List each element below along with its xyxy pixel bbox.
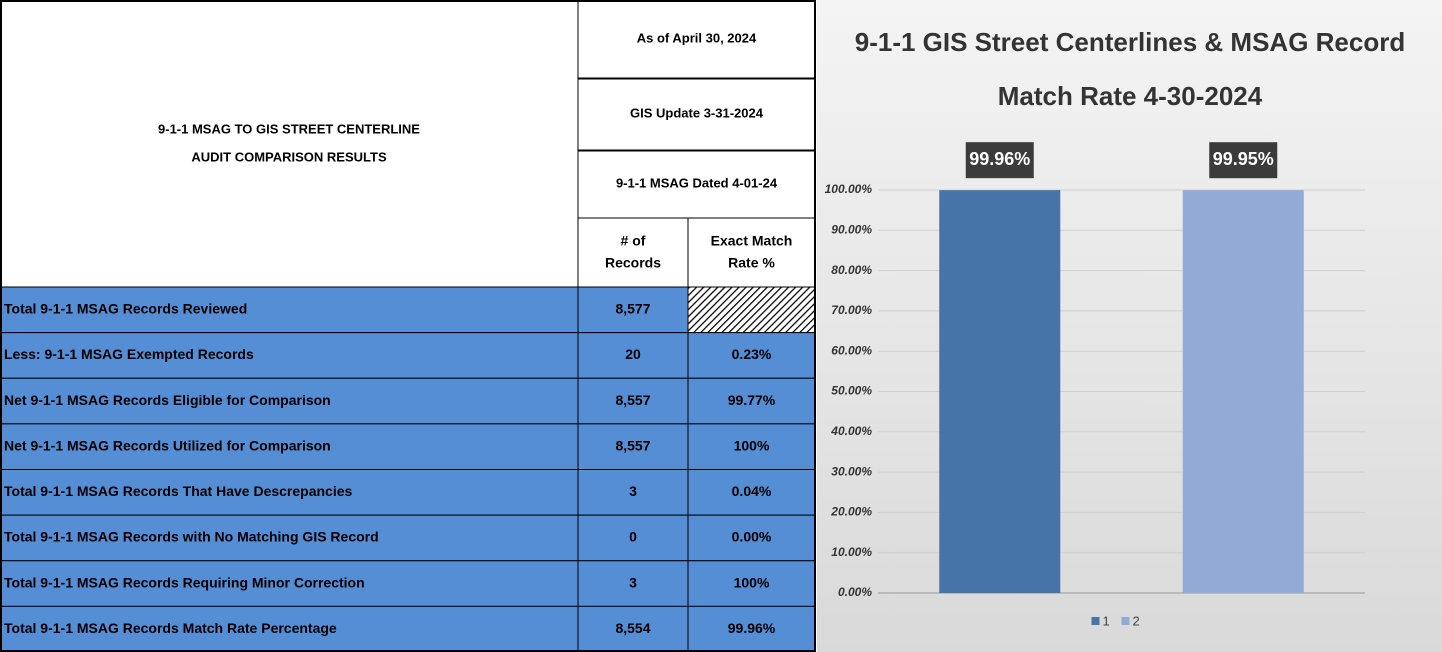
cell-text: 8,557 [615,392,650,408]
table-cell [0,423,579,470]
cell-text: 8,577 [615,301,650,317]
chart: 9-1-1 GIS Street Centerlines & MSAG Reco… [825,27,1406,629]
cell-text: 8,557 [615,437,650,453]
table-cell [577,377,689,425]
column-header: # of [621,233,646,249]
legend-swatch [1091,617,1100,625]
header-cell [577,78,816,151]
table-cell [687,332,816,379]
data-label-box [965,142,1034,179]
legend-swatch [1121,617,1130,625]
table-cell [0,560,579,607]
table-cell [687,514,816,562]
cell-text: Net 9-1-1 MSAG Records Utilized for Comp… [4,437,331,453]
header-text: GIS Update 3-31-2024 [630,105,764,120]
y-tick-label: 90.00% [831,222,872,236]
table: 9-1-1 MSAG TO GIS STREET CENTERLINE AUDIT… [0,0,816,652]
table-cell [577,423,689,470]
y-tick-label: 80.00% [831,263,872,277]
y-tick-label: 50.00% [831,384,872,398]
cell-text: 3 [629,574,637,590]
cell-text: 0.00% [732,529,772,545]
cell-text: Total 9-1-1 MSAG Records Match Rate Perc… [4,620,337,636]
cell-text: 3 [629,483,637,499]
table-title: AUDIT COMPARISON RESULTS [191,149,387,164]
table-cell [687,605,816,652]
table-cell [577,332,689,379]
data-label-box [1209,142,1278,179]
chart-title: Match Rate 4-30-2024 [998,81,1263,111]
bar [939,190,1061,593]
cell-text: 0.23% [732,346,772,362]
header-text: 9-1-1 MSAG Dated 4-01-24 [616,175,778,190]
header-cell [577,0,816,79]
cell-text: 0 [629,529,637,545]
cell-text: 99.96% [728,620,776,636]
cell-text: 20 [625,346,641,362]
y-tick-label: 60.00% [831,343,872,357]
column-header: Rate % [728,255,775,271]
cell-text: Total 9-1-1 MSAG Records Requiring Minor… [4,574,365,590]
y-tick-label: 100.00% [825,182,873,196]
chart-title: 9-1-1 GIS Street Centerlines & MSAG Reco… [855,27,1405,57]
header-cell [577,150,816,219]
column-header: Records [605,255,661,271]
table-cell [577,469,689,516]
data-label: 99.95% [1213,149,1274,169]
table-cell [577,560,689,607]
legend-label: 1 [1103,613,1110,628]
cell-text: Total 9-1-1 MSAG Records with No Matchin… [4,529,379,545]
table-cell [687,423,816,470]
table-cell [0,469,579,516]
table-cell [577,605,689,652]
column-header: Exact Match [711,233,793,249]
table-cell [0,286,579,334]
table-cell [687,469,816,516]
table-cell [577,514,689,562]
table-border [0,0,816,652]
y-tick-label: 20.00% [830,505,872,519]
y-tick-label: 40.00% [830,424,872,438]
cell-text: Less: 9-1-1 MSAG Exempted Records [4,346,254,362]
cell-text: 100% [734,437,770,453]
table-cell [687,560,816,607]
table-cell [0,514,579,562]
chart-background [817,0,1442,652]
header-cell [0,0,579,288]
header-cell [577,217,689,288]
cell-text: 100% [734,574,770,590]
y-tick-label: 30.00% [831,464,872,478]
header-cell [687,217,816,288]
bar [1182,190,1304,594]
y-tick-label: 0.00% [838,585,872,599]
cell-text: Total 9-1-1 MSAG Records That Have Descr… [4,483,353,499]
table-cell [687,286,816,334]
table-cell [0,605,579,652]
data-label: 99.96% [969,149,1030,169]
cell-text: Net 9-1-1 MSAG Records Eligible for Comp… [4,392,331,408]
table-title: 9-1-1 MSAG TO GIS STREET CENTERLINE [158,121,420,136]
cell-text: 99.77% [728,392,776,408]
y-tick-label: 10.00% [831,545,872,559]
cell-text: 0.04% [732,483,772,499]
header-text: As of April 30, 2024 [637,30,757,45]
y-tick-label: 70.00% [831,303,872,317]
cell-text: 8,554 [615,620,650,636]
legend-label: 2 [1133,613,1140,628]
cell-text: Total 9-1-1 MSAG Records Reviewed [4,301,247,317]
